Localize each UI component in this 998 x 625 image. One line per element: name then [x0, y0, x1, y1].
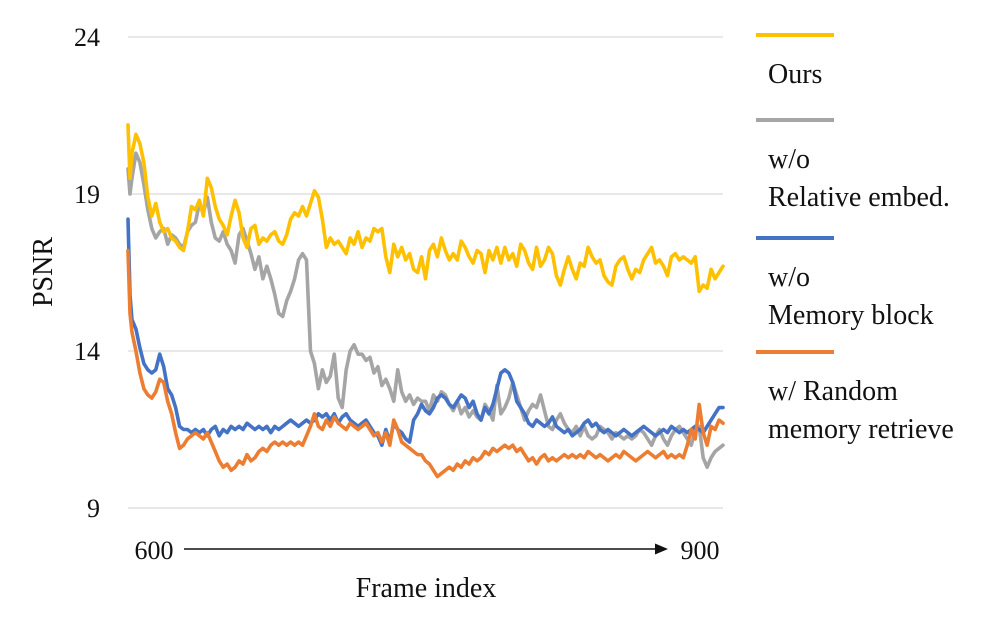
gridlines — [128, 36, 723, 509]
legend-label-1-line-0: w/o — [768, 144, 810, 175]
legend-label-1-line-1: Relative embed. — [768, 182, 950, 213]
y-axis-title: PSNR — [28, 237, 59, 307]
series-line-0 — [126, 123, 725, 294]
series-lines — [126, 123, 725, 479]
y-tick-label-19: 19 — [74, 180, 100, 209]
legend-label-2-line-1: Memory block — [768, 300, 934, 331]
x-axis-end-label: 900 — [681, 536, 720, 565]
legend-label-3-line-1: memory retrieve — [768, 414, 954, 445]
legend: Ours w/o Relative embed. w/o Memory block w/ … — [756, 33, 954, 445]
legend-label-0-line-0: Ours — [768, 59, 822, 90]
legend-label-3-line-0: w/ Random — [768, 376, 898, 407]
y-tick-labels: 9 14 19 24 — [74, 23, 100, 523]
series-line-1 — [126, 151, 725, 469]
legend-label-2-line-0: w/o — [768, 262, 810, 293]
x-axis-title: Frame index — [356, 573, 497, 604]
series-line-2 — [126, 217, 725, 448]
y-tick-label-9: 9 — [87, 494, 100, 523]
x-axis-arrow-head — [655, 543, 668, 555]
y-tick-label-24: 24 — [74, 23, 100, 52]
x-axis-start-label: 600 — [135, 536, 174, 565]
series-line-3 — [126, 248, 725, 479]
y-tick-label-14: 14 — [74, 337, 100, 366]
